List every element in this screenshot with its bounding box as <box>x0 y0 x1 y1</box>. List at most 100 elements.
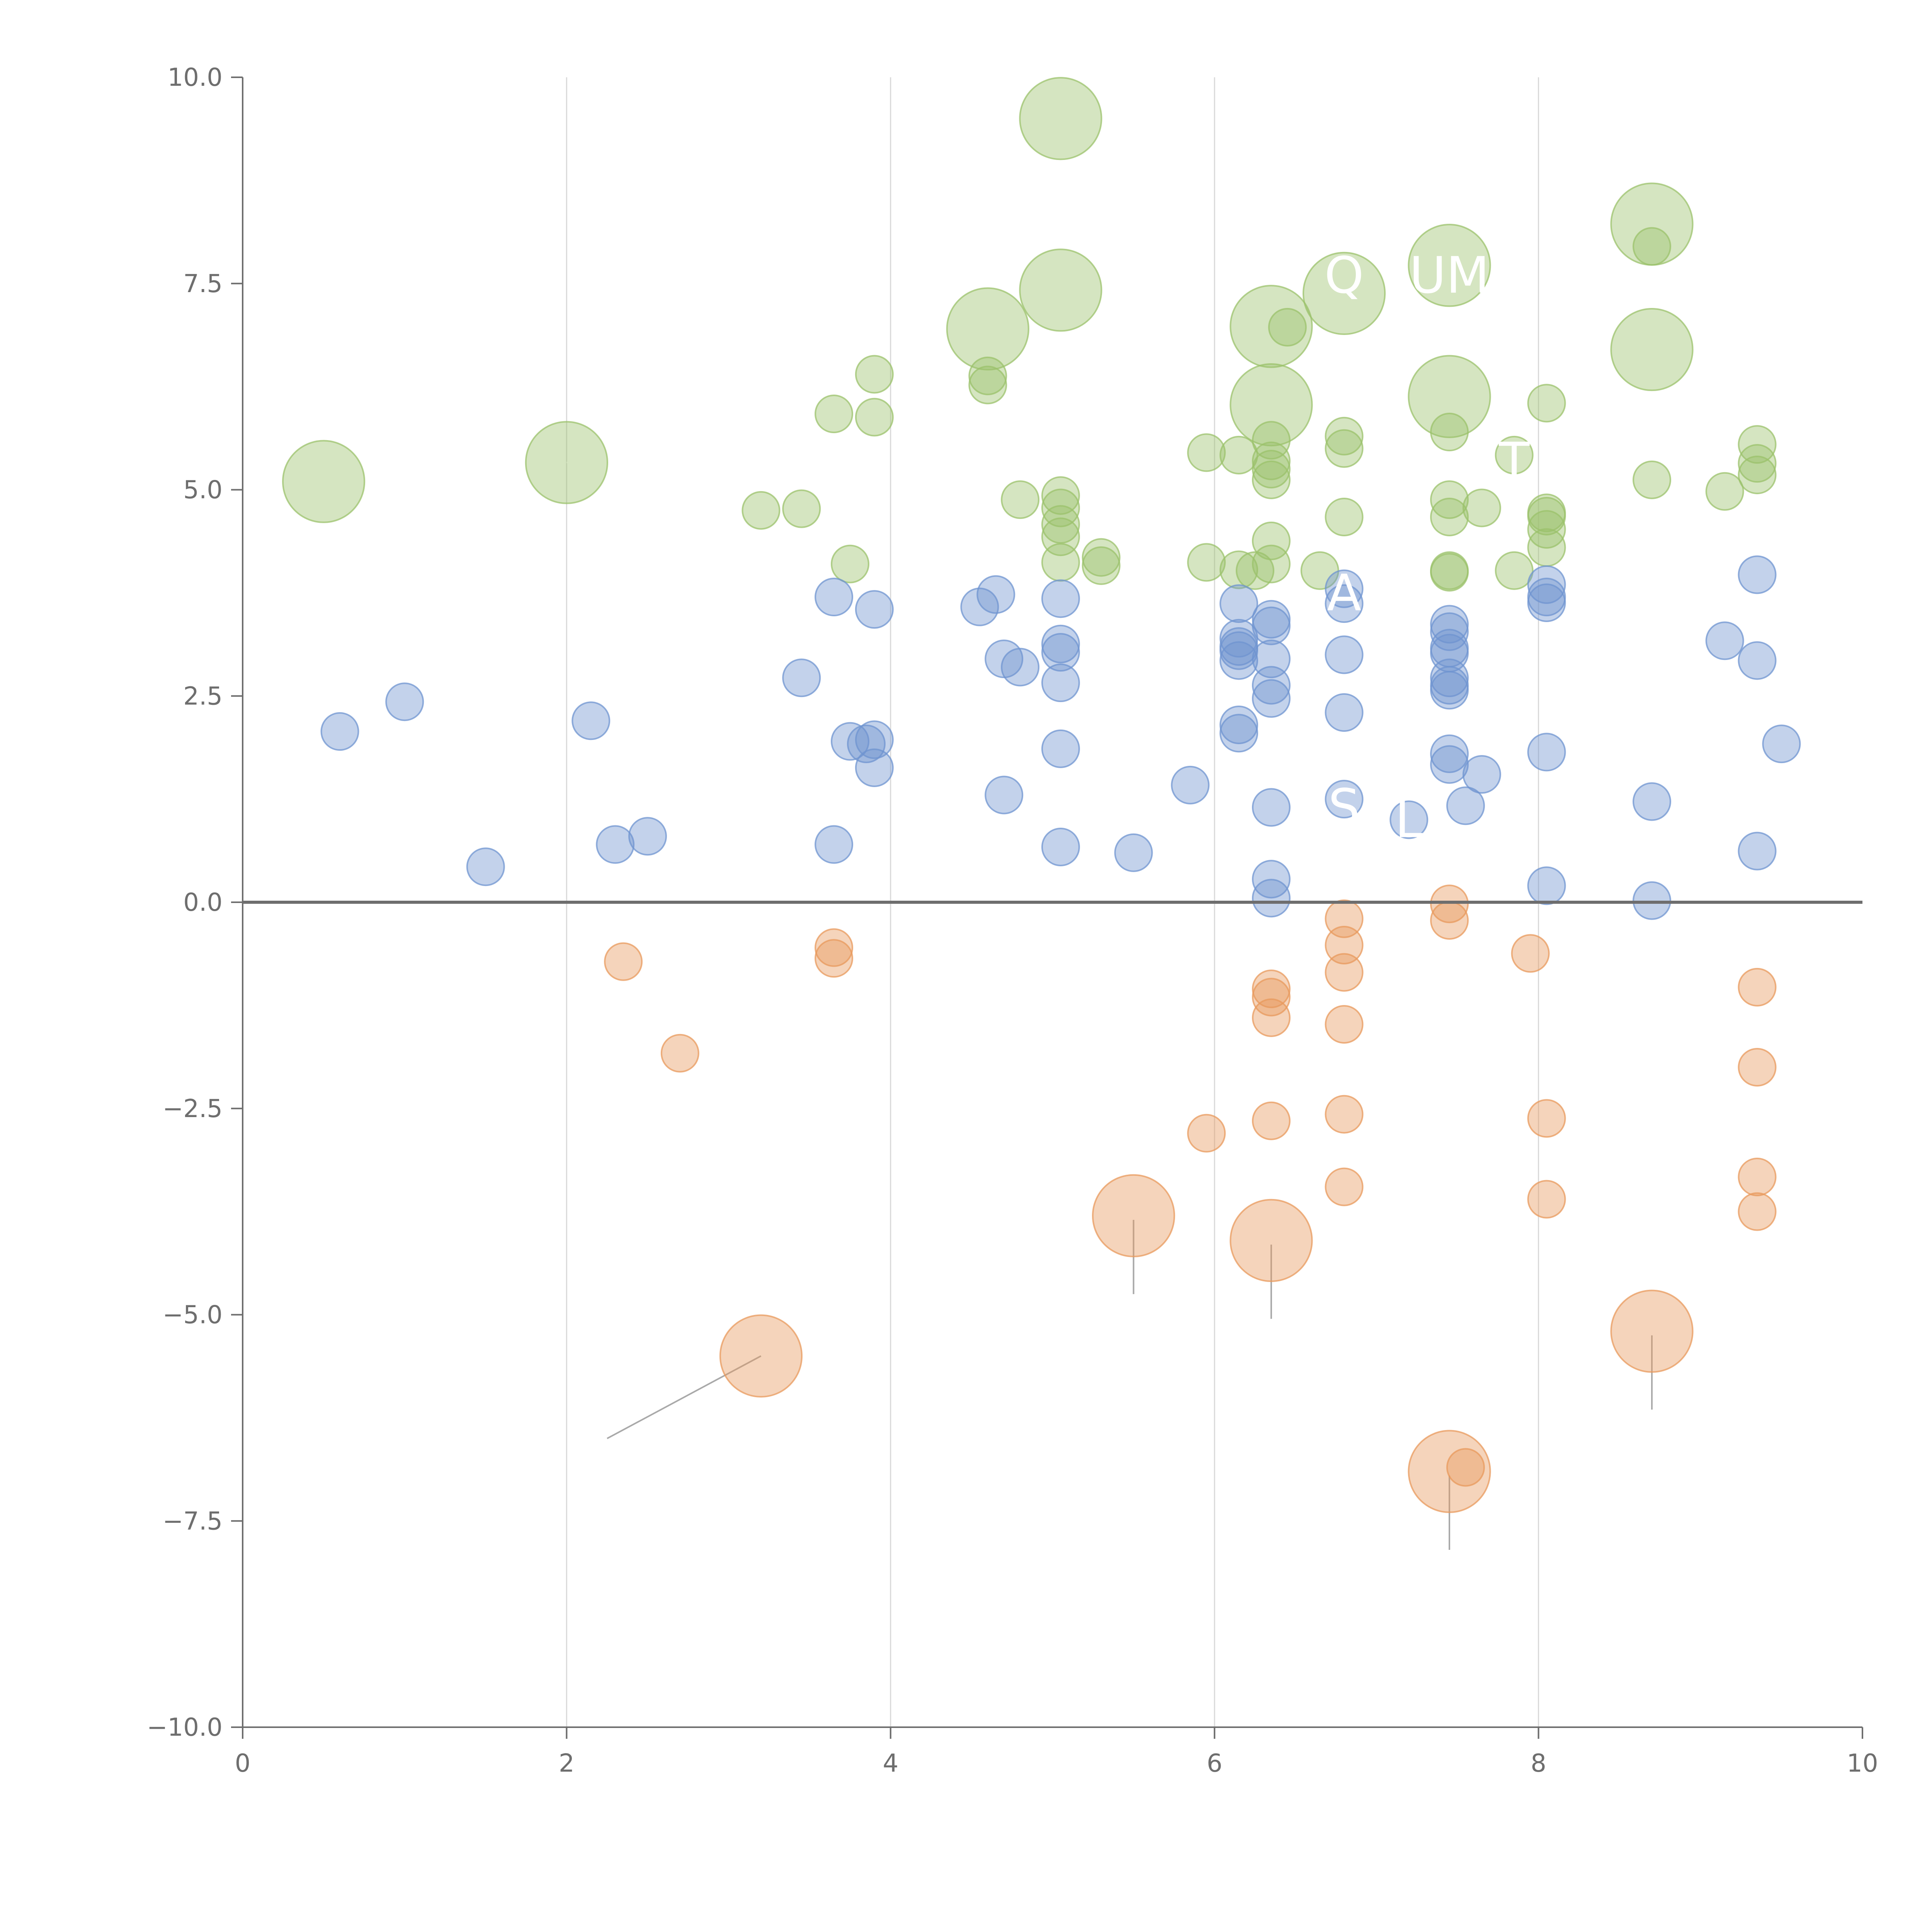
blue-bubble <box>855 590 894 629</box>
orange-bubble <box>1325 899 1364 938</box>
green-bubble <box>1325 429 1364 468</box>
y-tick-label: 10.0 <box>168 63 223 92</box>
green-bubble <box>1495 435 1534 474</box>
green-bubble <box>1633 227 1672 266</box>
blue-bubble <box>1705 621 1744 660</box>
blue-bubble <box>976 575 1015 614</box>
green-bubble <box>1236 551 1274 590</box>
blue-bubble <box>466 847 505 886</box>
green-bubble <box>782 489 821 528</box>
orange-bubble <box>1527 1180 1566 1219</box>
orange-bubble <box>1252 969 1291 1009</box>
orange-bubble <box>1092 1174 1175 1257</box>
green-bubble <box>815 395 854 434</box>
orange-bubble <box>815 928 854 967</box>
blue-bubble <box>1219 714 1259 753</box>
green-bubble <box>1430 413 1469 452</box>
blue-bubble <box>1430 734 1469 773</box>
blue-bubble <box>1527 583 1566 622</box>
orange-bubble <box>1408 1430 1491 1513</box>
orange-bubble <box>1511 934 1550 973</box>
y-tick-label: 7.5 <box>183 270 223 298</box>
green-bubble <box>1252 521 1291 560</box>
orange-bubble <box>1252 1101 1291 1140</box>
blue-bubble <box>596 825 635 864</box>
green-bubble <box>968 356 1007 395</box>
leader-line <box>607 1355 762 1439</box>
blue-bubble <box>1041 579 1080 618</box>
blue-bubble <box>1527 733 1566 772</box>
orange-bubble <box>1230 1199 1313 1282</box>
orange-bubble <box>1430 901 1469 940</box>
blue-bubble <box>855 748 894 787</box>
green-bubble <box>1527 384 1566 423</box>
orange-bubble <box>1325 953 1364 992</box>
orange-bubble <box>604 942 643 981</box>
leader-line <box>1060 285 1101 291</box>
blue-bubble <box>1430 745 1469 784</box>
green-bubble <box>1705 472 1744 511</box>
green-bubble <box>1325 497 1364 536</box>
blue-bubble <box>1041 663 1080 702</box>
green-bubble <box>1219 435 1259 474</box>
green-bubble <box>1041 543 1080 582</box>
green-bubble <box>1633 460 1672 499</box>
bubble-label: L <box>1395 791 1423 849</box>
blue-bubble <box>1325 693 1364 732</box>
blue-bubble <box>1219 705 1259 744</box>
green-bubble <box>946 287 1029 371</box>
green-bubble <box>1082 538 1121 577</box>
bubbles <box>282 77 1801 1513</box>
green-bubble <box>1495 551 1534 590</box>
blue-bubble <box>782 658 821 697</box>
blue-bubble <box>1114 833 1153 872</box>
green-bubble <box>831 544 869 583</box>
blue-bubble <box>1325 569 1364 608</box>
green-bubble <box>1230 363 1313 447</box>
blue-bubble <box>1430 612 1469 651</box>
blue-bubble <box>1738 832 1777 871</box>
orange-bubble <box>1252 978 1291 1017</box>
y-tick-label: 2.5 <box>183 682 223 711</box>
blue-bubble <box>855 720 894 759</box>
leader-line <box>1449 396 1483 420</box>
blue-bubble <box>1252 788 1291 827</box>
blue-bubble <box>1041 827 1080 866</box>
bubble-label: T <box>1498 432 1530 490</box>
orange-bubble <box>1252 998 1291 1037</box>
blue-bubble <box>1219 584 1259 623</box>
green-bubble <box>1430 553 1469 592</box>
blue-bubble <box>385 682 424 721</box>
orange-bubble <box>1738 1048 1777 1087</box>
y-tick-label: −7.5 <box>163 1507 223 1536</box>
orange-bubble <box>1325 1095 1364 1134</box>
bubble-label: A <box>1327 563 1361 622</box>
green-bubble <box>1252 421 1291 460</box>
green-bubble <box>1019 248 1102 332</box>
green-bubble <box>1325 417 1364 456</box>
green-bubble <box>1738 456 1777 495</box>
blue-bubble <box>1041 624 1080 663</box>
orange-bubble <box>1527 1099 1566 1138</box>
blue-bubble <box>1001 648 1040 687</box>
bubble-label: Q <box>1324 246 1364 304</box>
green-bubble <box>1001 480 1040 519</box>
blue-bubble <box>1462 755 1501 794</box>
orange-bubble <box>1325 926 1364 965</box>
green-bubble <box>1408 355 1491 438</box>
leader-line <box>323 460 349 482</box>
leader-line <box>979 291 989 329</box>
green-bubble <box>1268 308 1307 347</box>
bubble-label: UM <box>1409 246 1489 304</box>
orange-bubble <box>719 1314 803 1398</box>
leader-line <box>1651 200 1693 225</box>
blue-bubble <box>1527 578 1566 617</box>
blue-bubble <box>1252 639 1291 679</box>
y-tick-label: 5.0 <box>183 476 223 505</box>
x-tick-label: 0 <box>235 1749 251 1778</box>
blue-bubble <box>1252 666 1291 705</box>
blue-bubble <box>320 712 359 751</box>
orange-bubble <box>660 1034 699 1073</box>
green-bubble <box>742 491 781 530</box>
